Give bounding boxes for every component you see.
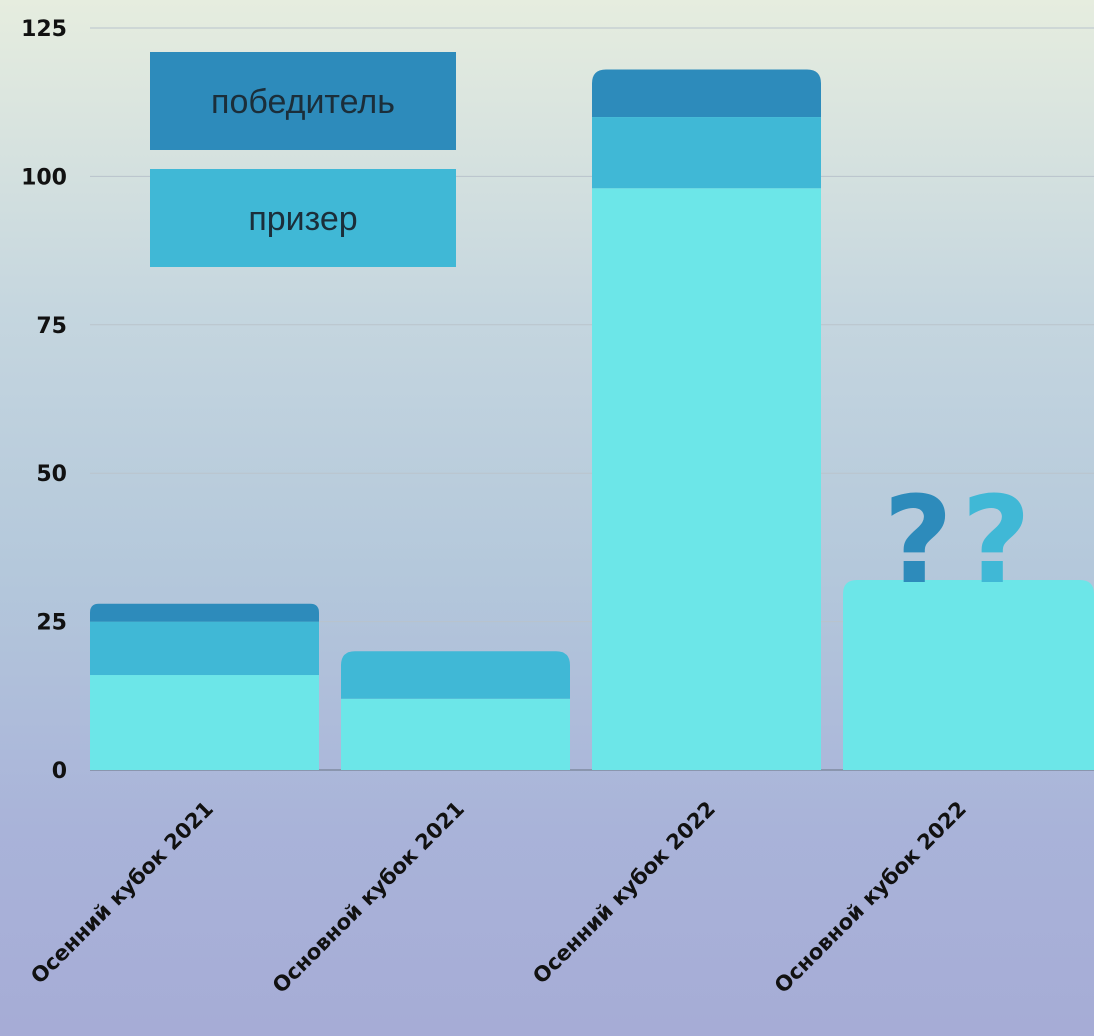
bar-осенний-кубок-2021-segment-0 xyxy=(90,675,319,770)
bar-осенний-кубок-2022-победитель xyxy=(592,69,821,118)
y-tick-label-0: 0 xyxy=(52,759,67,784)
x-category-label-осенний-кубок-2021: Осенний кубок 2021 xyxy=(26,797,218,989)
bar-осенний-кубок-2021-победитель xyxy=(90,603,319,622)
bar-осенний-кубок-2021-призер xyxy=(90,621,319,676)
y-tick-label-25: 25 xyxy=(36,611,67,636)
bar-основной-кубок-2021-призер xyxy=(341,651,570,699)
question-mark-1: ? xyxy=(883,472,953,611)
legend: победитель призер xyxy=(150,52,456,267)
legend-label-победитель: победитель xyxy=(211,83,395,121)
bar-основной-кубок-2021-segment-0 xyxy=(341,698,570,770)
bars xyxy=(90,69,1094,771)
legend-swatch-победитель xyxy=(150,52,456,150)
x-axis-categories: Осенний кубок 2021 Основной кубок 2021 Осе… xyxy=(26,797,971,998)
y-tick-label-50: 50 xyxy=(36,462,67,487)
legend-label-призер: призер xyxy=(248,200,357,238)
x-category-label-основной-кубок-2021: Основной кубок 2021 xyxy=(268,797,469,998)
x-category-label-осенний-кубок-2022: Осенний кубок 2022 xyxy=(528,797,720,989)
question-mark-2: ? xyxy=(961,472,1031,611)
bar-основной-кубок-2022-segment-0 xyxy=(843,580,1094,770)
annotation-layer: ?? xyxy=(883,472,1031,611)
y-tick-label-75: 75 xyxy=(36,314,67,339)
bar-осенний-кубок-2022-призер xyxy=(592,117,821,189)
legend-swatch-призер xyxy=(150,169,456,267)
y-tick-label-125: 125 xyxy=(21,17,67,42)
bar-осенний-кубок-2022-segment-0 xyxy=(592,188,821,771)
y-tick-label-100: 100 xyxy=(21,165,67,190)
x-category-label-основной-кубок-2022: Основной кубок 2022 xyxy=(770,797,971,998)
y-axis-ticks: 0 25 50 75 100 125 xyxy=(21,17,67,784)
